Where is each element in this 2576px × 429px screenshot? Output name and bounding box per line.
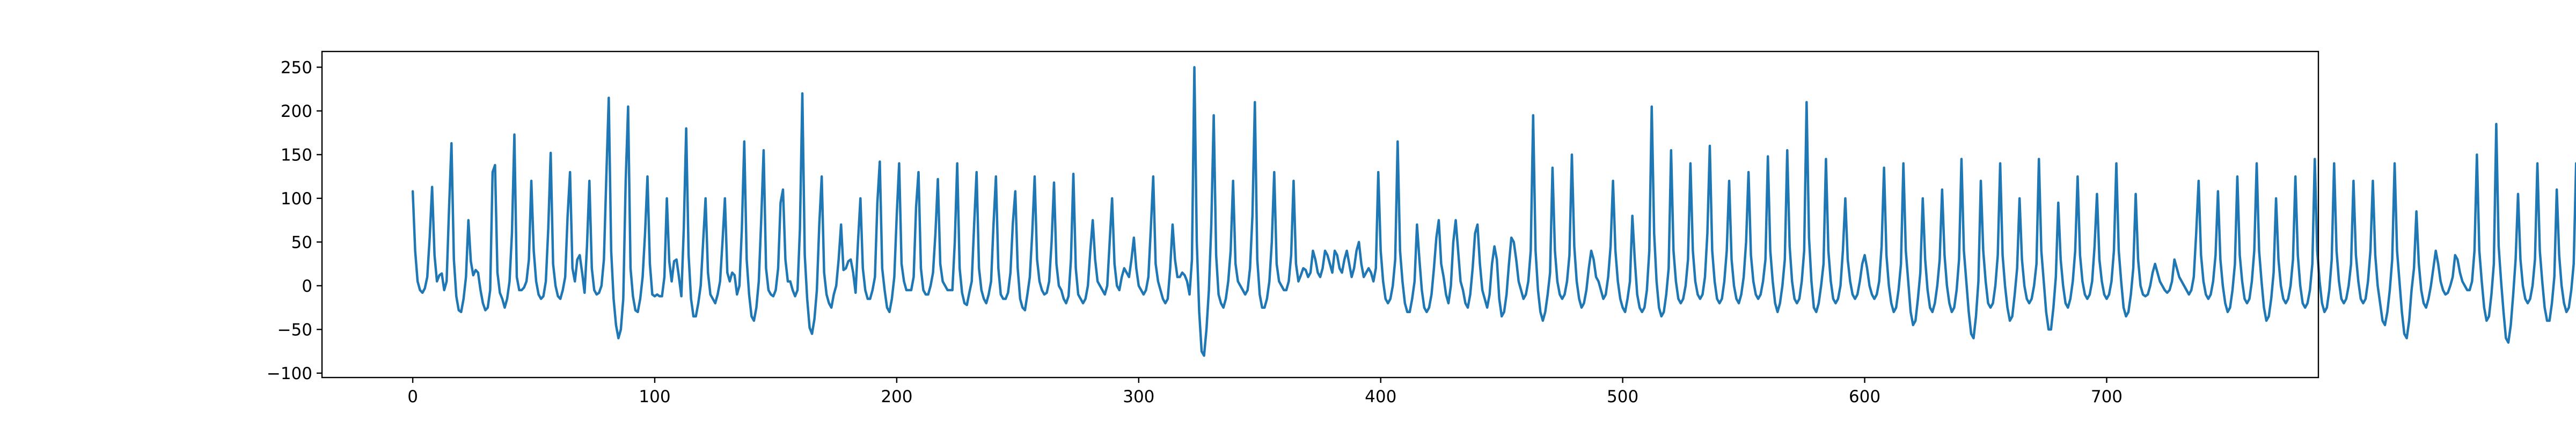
y-tick-label: −50 xyxy=(277,320,312,339)
y-tick-label: 100 xyxy=(281,189,312,209)
y-tick-label: −100 xyxy=(267,364,312,383)
y-tick-label: 150 xyxy=(281,145,312,165)
series-line xyxy=(411,66,2576,357)
axes-background xyxy=(322,51,2318,378)
y-tick-label: 50 xyxy=(291,233,312,252)
x-tick-label: 500 xyxy=(1607,387,1638,406)
x-tick-label: 400 xyxy=(1365,387,1396,406)
x-tick-label: 600 xyxy=(1849,387,1880,406)
x-tick-label: 0 xyxy=(407,387,418,406)
x-axis: 0 100 200 300 400 500 600 700 xyxy=(407,378,2123,406)
y-tick-label: 200 xyxy=(281,102,312,121)
x-tick-label: 700 xyxy=(2091,387,2123,406)
y-tick-label: 0 xyxy=(302,277,312,296)
x-tick-label: 300 xyxy=(1123,387,1154,406)
axes-frame xyxy=(321,50,2319,379)
x-tick-label: 200 xyxy=(881,387,912,406)
y-tick-label: 250 xyxy=(281,58,312,77)
x-tick-label: 100 xyxy=(639,387,670,406)
y-axis: −100 −50 0 50 100 150 200 250 xyxy=(267,58,322,383)
plot-area xyxy=(321,50,2576,379)
